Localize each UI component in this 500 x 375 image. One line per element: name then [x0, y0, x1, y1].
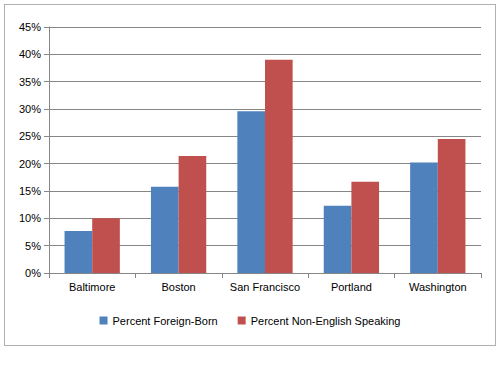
svg-text:San Francisco: San Francisco	[230, 281, 300, 293]
svg-text:35%: 35%	[19, 76, 41, 88]
svg-text:Boston: Boston	[161, 281, 195, 293]
svg-text:5%: 5%	[25, 240, 41, 252]
svg-text:15%: 15%	[19, 185, 41, 197]
svg-text:10%: 10%	[19, 212, 41, 224]
svg-text:Portland: Portland	[331, 281, 372, 293]
svg-text:0%: 0%	[25, 267, 41, 279]
svg-text:40%: 40%	[19, 48, 41, 60]
svg-text:20%: 20%	[19, 158, 41, 170]
svg-text:Percent Non-English Speaking: Percent Non-English Speaking	[251, 315, 401, 327]
svg-text:30%: 30%	[19, 103, 41, 115]
svg-text:45%: 45%	[19, 21, 41, 33]
svg-text:Percent Foreign-Born: Percent Foreign-Born	[113, 315, 218, 327]
svg-text:25%: 25%	[19, 130, 41, 142]
svg-text:Baltimore: Baltimore	[69, 281, 115, 293]
svg-text:Washington: Washington	[409, 281, 467, 293]
